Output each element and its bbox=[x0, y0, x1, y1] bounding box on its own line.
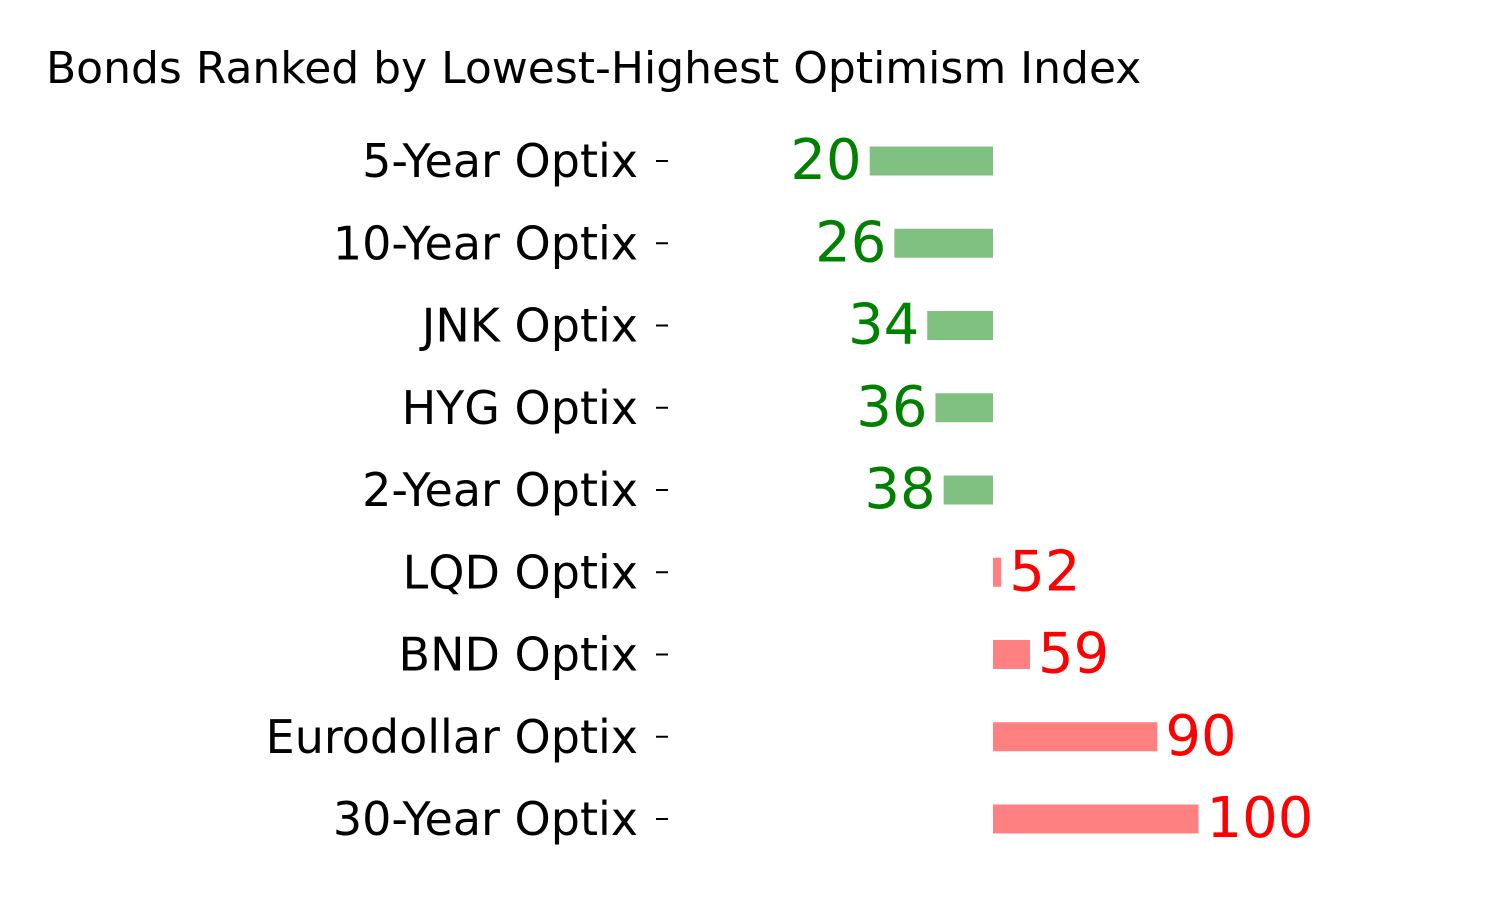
bar-2-year-optix bbox=[943, 475, 993, 505]
bar-lqd-optix bbox=[993, 557, 1002, 587]
bar-bnd-optix bbox=[993, 640, 1030, 669]
value-label-5-year-optix: 20 bbox=[790, 128, 861, 193]
category-label-10-year-optix: 10-Year Optix bbox=[333, 216, 638, 270]
bar-30-year-optix bbox=[993, 804, 1199, 834]
value-label-hyg-optix: 36 bbox=[856, 375, 927, 440]
bar-jnk-optix bbox=[927, 311, 993, 340]
category-label-jnk-optix: JNK Optix bbox=[419, 299, 638, 353]
category-label-bnd-optix: BND Optix bbox=[399, 628, 638, 682]
bar-eurodollar-optix bbox=[993, 722, 1158, 752]
value-label-30-year-optix: 100 bbox=[1207, 786, 1314, 851]
value-label-2-year-optix: 38 bbox=[864, 457, 935, 522]
category-label-hyg-optix: HYG Optix bbox=[402, 381, 638, 435]
bar-10-year-optix bbox=[894, 228, 993, 258]
category-label-lqd-optix: LQD Optix bbox=[403, 545, 638, 599]
value-label-bnd-optix: 59 bbox=[1038, 622, 1109, 687]
category-label-5-year-optix: 5-Year Optix bbox=[362, 134, 638, 188]
bar-5-year-optix bbox=[869, 146, 993, 176]
value-label-10-year-optix: 26 bbox=[815, 210, 886, 275]
value-label-jnk-optix: 34 bbox=[848, 293, 919, 358]
value-label-eurodollar-optix: 90 bbox=[1165, 704, 1236, 769]
value-label-lqd-optix: 52 bbox=[1009, 539, 1080, 604]
category-label-2-year-optix: 2-Year Optix bbox=[362, 463, 638, 517]
chart-title: Bonds Ranked by Lowest-Highest Optimism … bbox=[46, 43, 1141, 94]
category-label-30-year-optix: 30-Year Optix bbox=[333, 792, 638, 846]
bars-layer: 5-Year Optix 20 10-Year Optix 26 JNK Optix 34… bbox=[266, 128, 1314, 851]
bar-hyg-optix bbox=[935, 393, 993, 423]
category-label-eurodollar-optix: Eurodollar Optix bbox=[266, 710, 638, 764]
